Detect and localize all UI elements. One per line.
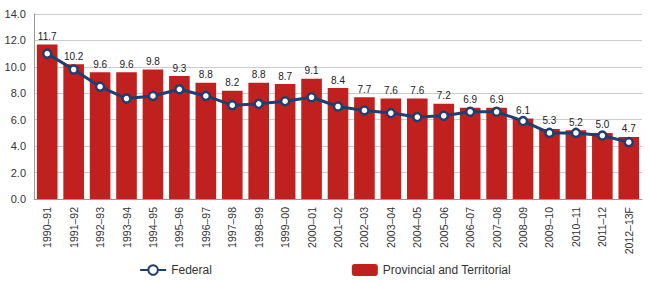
svg-text:2008–09: 2008–09 xyxy=(517,207,529,248)
svg-text:2007–08: 2007–08 xyxy=(491,207,503,248)
svg-text:1991–92: 1991–92 xyxy=(68,207,80,248)
svg-text:1996–97: 1996–97 xyxy=(200,207,212,248)
svg-text:1997–98: 1997–98 xyxy=(226,207,238,248)
svg-text:8.8: 8.8 xyxy=(252,69,266,80)
svg-text:10.0: 10.0 xyxy=(5,61,26,73)
svg-text:8.4: 8.4 xyxy=(331,75,345,86)
svg-text:1995–96: 1995–96 xyxy=(173,207,185,248)
svg-text:9.8: 9.8 xyxy=(146,56,160,67)
svg-text:1999–00: 1999–00 xyxy=(279,207,291,248)
svg-text:2003–04: 2003–04 xyxy=(385,207,397,248)
svg-text:Provincial and Territorial: Provincial and Territorial xyxy=(383,263,511,277)
svg-text:2.0: 2.0 xyxy=(11,167,26,179)
svg-text:6.9: 6.9 xyxy=(490,94,504,105)
svg-text:1992–93: 1992–93 xyxy=(94,207,106,248)
svg-text:2005–06: 2005–06 xyxy=(438,207,450,248)
svg-text:9.6: 9.6 xyxy=(93,59,107,70)
svg-text:0.0: 0.0 xyxy=(11,193,26,205)
svg-text:2006–07: 2006–07 xyxy=(464,207,476,248)
svg-text:8.7: 8.7 xyxy=(278,71,292,82)
svg-text:9.6: 9.6 xyxy=(120,59,134,70)
svg-text:5.0: 5.0 xyxy=(595,119,609,130)
svg-text:6.1: 6.1 xyxy=(516,105,530,116)
svg-text:4.0: 4.0 xyxy=(11,140,26,152)
svg-text:7.6: 7.6 xyxy=(384,85,398,96)
svg-text:9.3: 9.3 xyxy=(172,63,186,74)
svg-text:6.0: 6.0 xyxy=(11,114,26,126)
svg-text:1994–95: 1994–95 xyxy=(147,207,159,248)
svg-text:7.6: 7.6 xyxy=(410,85,424,96)
svg-text:9.1: 9.1 xyxy=(305,65,319,76)
svg-text:2010–11: 2010–11 xyxy=(570,207,582,247)
svg-text:Federal: Federal xyxy=(171,263,212,277)
svg-text:2001–02: 2001–02 xyxy=(332,207,344,248)
svg-text:6.9: 6.9 xyxy=(463,94,477,105)
svg-text:7.7: 7.7 xyxy=(357,84,371,95)
svg-text:1990–91: 1990–91 xyxy=(41,207,53,248)
svg-text:2009–10: 2009–10 xyxy=(543,207,555,248)
svg-text:10.2: 10.2 xyxy=(64,51,84,62)
svg-text:7.2: 7.2 xyxy=(437,90,451,101)
svg-text:2004–05: 2004–05 xyxy=(411,207,423,248)
svg-text:2002–03: 2002–03 xyxy=(358,207,370,248)
svg-text:11.7: 11.7 xyxy=(38,31,57,42)
svg-text:12.0: 12.0 xyxy=(5,34,26,46)
svg-text:5.2: 5.2 xyxy=(569,117,583,128)
svg-text:8.0: 8.0 xyxy=(11,87,26,99)
svg-text:8.8: 8.8 xyxy=(199,69,213,80)
svg-text:1993–94: 1993–94 xyxy=(121,207,133,248)
svg-text:2012–13F: 2012–13F xyxy=(623,207,635,254)
svg-text:2000–01: 2000–01 xyxy=(306,207,318,248)
svg-text:8.2: 8.2 xyxy=(225,77,239,88)
svg-text:4.7: 4.7 xyxy=(622,123,636,134)
svg-text:5.3: 5.3 xyxy=(543,115,557,126)
svg-text:2011–12: 2011–12 xyxy=(596,207,608,247)
svg-text:14.0: 14.0 xyxy=(5,8,26,20)
svg-text:1998–99: 1998–99 xyxy=(253,207,265,248)
